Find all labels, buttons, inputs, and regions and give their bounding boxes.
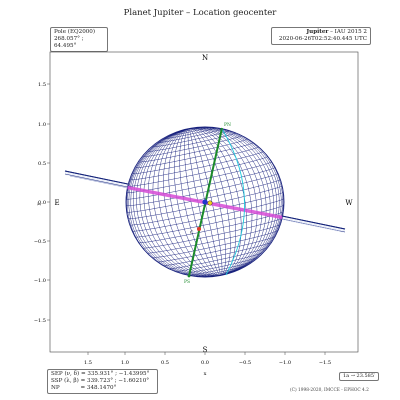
globe-meridian xyxy=(163,128,221,277)
globe-meridian xyxy=(174,128,221,276)
np-value: = 348.1470° xyxy=(80,385,117,391)
globe-meridian xyxy=(189,127,274,276)
globe-meridian xyxy=(189,127,277,276)
subsolar-point-marker xyxy=(207,200,213,206)
globe-meridian xyxy=(130,128,221,277)
globe-meridian xyxy=(152,128,221,277)
globe-meridian xyxy=(189,127,280,276)
globe-meridian xyxy=(139,128,221,277)
x-tick-label: 0.5 xyxy=(161,360,169,366)
y-tick-label: −1.0 xyxy=(34,278,46,284)
x-tick-label: 1.0 xyxy=(121,360,129,366)
globe-meridian xyxy=(189,128,223,276)
pole-info-box: Pole (EQ2000) 268.057° ; 64.495° xyxy=(50,27,108,52)
y-tick-label: 0.5 xyxy=(38,161,46,167)
axis-ticks xyxy=(47,83,326,355)
np-label: NP xyxy=(51,385,60,391)
y-tick-label: 1.0 xyxy=(38,122,46,128)
globe-meridian xyxy=(189,127,271,276)
scale-indicator: 1a → 23.585′ xyxy=(339,372,380,381)
y-axis-label: y xyxy=(36,202,42,206)
figure-title: Planet Jupiter – Location geocenter xyxy=(123,8,277,18)
south-pole-label: PS xyxy=(184,279,190,285)
x-tick-label: −0.5 xyxy=(239,360,251,366)
geometry-info-box: SEP (ν, δ) = 335.931° ; −1.43995° SSP (λ… xyxy=(47,369,158,394)
y-tick-label: 0.0 xyxy=(38,200,46,206)
globe-meridian xyxy=(189,127,247,276)
disk-center-marker xyxy=(202,199,208,205)
rings-front xyxy=(64,170,346,232)
y-tick-label: −1.5 xyxy=(34,318,46,324)
red-spot-marker xyxy=(197,227,201,231)
globe-meridian xyxy=(184,128,221,276)
globe-meridian xyxy=(189,128,242,276)
globe-meridian xyxy=(136,128,221,277)
globe-meridian xyxy=(189,128,226,276)
y-tick-label: −0.5 xyxy=(34,239,46,245)
west-direction-label: W xyxy=(345,199,353,207)
ssp-row: SSP (λ, β) = 339.723° ; −1.60210° xyxy=(51,378,154,385)
np-row: NP = 348.1470° xyxy=(51,385,154,392)
model-name: – IAU 2015 2 xyxy=(328,29,367,35)
planet-name: Jupiter xyxy=(306,29,329,35)
globe-meridian xyxy=(189,127,253,276)
globe-meridian xyxy=(189,127,258,276)
south-pole-marker xyxy=(187,274,191,278)
x-tick-label: 0.0 xyxy=(201,360,209,366)
sep-label: SEP (ν, δ) xyxy=(51,371,80,377)
globe-meridian xyxy=(168,128,221,276)
pole-info-label: Pole (EQ2000) xyxy=(54,29,96,35)
globe-meridian xyxy=(179,128,221,276)
sep-row: SEP (ν, δ) = 335.931° ; −1.43995° xyxy=(51,371,154,378)
sep-value: = 335.931° ; −1.43995° xyxy=(80,371,150,377)
terminator-curve xyxy=(221,128,245,276)
tick-labels: 1.5 1.0 0.5 0.0 −0.5 −1.0 −1.5 1.5 1.0 0.5 0.0 −0.5… xyxy=(34,82,331,366)
globe-meridian xyxy=(189,127,282,276)
north-direction-label: N xyxy=(202,54,208,62)
globe-meridian xyxy=(189,127,263,276)
globe-meridian xyxy=(147,128,221,277)
east-direction-label: E xyxy=(54,199,59,207)
south-direction-label: S xyxy=(203,346,208,354)
globe-meridian xyxy=(187,128,221,276)
globe-meridian xyxy=(189,128,231,276)
pole-info-value: 268.057° ; 64.495° xyxy=(54,36,84,49)
x-tick-label: −1.5 xyxy=(319,360,331,366)
ssp-label: SSP (λ, β) xyxy=(51,378,79,384)
x-tick-label: 1.5 xyxy=(84,360,92,366)
globe-meridian xyxy=(128,128,221,277)
north-pole-label: PN xyxy=(224,122,231,128)
globe-meridian xyxy=(157,128,221,277)
observation-datetime: 2020-06-26T02:52:40.445 UTC xyxy=(278,36,367,42)
x-axis-label: x xyxy=(204,371,207,377)
globe-meridian xyxy=(133,128,221,277)
y-tick-label: 1.5 xyxy=(38,82,46,88)
copyright-notice: (C) 1998-2020, IMCCE - EPHOC 4.2 xyxy=(290,388,369,393)
ephemeris-info-box: Jupiter – IAU 2015 2 2020-06-26T02:52:40… xyxy=(271,27,371,45)
center-label: C xyxy=(190,230,194,236)
ssp-value: = 339.723° ; −1.60210° xyxy=(80,378,150,384)
x-tick-label: −1.0 xyxy=(279,360,291,366)
